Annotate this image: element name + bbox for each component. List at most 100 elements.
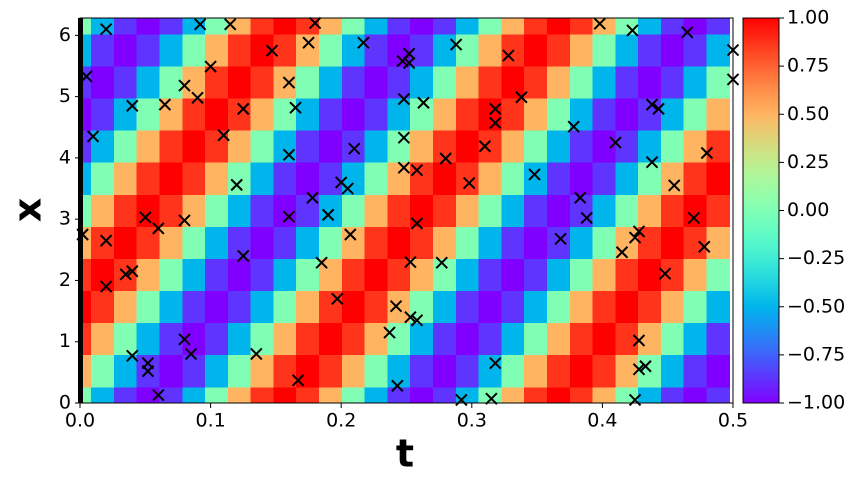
heatmap-cell xyxy=(205,194,229,227)
heatmap-cell xyxy=(592,97,616,131)
heatmap-cell xyxy=(113,129,138,163)
heatmap-cell xyxy=(319,162,343,195)
heatmap-cell xyxy=(341,194,366,227)
heatmap-cell xyxy=(615,65,639,99)
heatmap-cell xyxy=(80,226,92,259)
scatter-marker xyxy=(193,18,207,31)
scatter-marker xyxy=(485,392,498,405)
heatmap-cell xyxy=(660,354,685,388)
heatmap-cell xyxy=(615,97,639,131)
scatter-marker xyxy=(291,374,305,387)
heatmap-cell xyxy=(296,65,320,99)
scatter-marker xyxy=(700,146,714,160)
scatter-marker xyxy=(626,24,639,37)
heatmap-cell xyxy=(546,162,571,195)
heatmap-cell xyxy=(501,258,525,292)
heatmap-cell xyxy=(683,322,708,356)
heatmap-cell xyxy=(80,258,92,292)
heatmap-cell xyxy=(683,97,708,131)
heatmap-cell xyxy=(683,129,708,163)
scatter-marker xyxy=(593,17,606,30)
scatter-marker xyxy=(449,38,463,51)
x-tick-label: 0.2 xyxy=(326,410,356,432)
heatmap-cell xyxy=(638,226,662,259)
scatter-marker xyxy=(152,222,165,235)
heatmap-cell xyxy=(319,290,343,324)
heatmap-cell xyxy=(638,322,662,356)
heatmap-cell xyxy=(569,354,594,388)
scatter-marker xyxy=(391,379,404,393)
scatter-marker xyxy=(348,142,361,155)
heatmap-cell xyxy=(273,162,297,195)
heatmap-cell xyxy=(296,129,320,163)
heatmap-cell xyxy=(159,226,183,259)
scatter-marker xyxy=(645,98,659,111)
scatter-marker xyxy=(383,326,396,339)
heatmap-cell xyxy=(501,386,525,403)
heatmap-cell xyxy=(182,162,206,195)
x-axis-label: t xyxy=(396,432,414,476)
heatmap-cell xyxy=(592,162,616,195)
heatmap-cell xyxy=(546,129,571,163)
scatter-marker xyxy=(250,347,263,361)
scatter-marker xyxy=(639,360,652,373)
heatmap-cell xyxy=(136,18,161,35)
heatmap-cell xyxy=(433,18,457,35)
scatter-marker xyxy=(321,208,335,222)
heatmap-cell xyxy=(205,322,229,356)
heatmap-cell xyxy=(501,226,525,259)
y-tick-label: 3 xyxy=(59,208,71,230)
heatmap-cell xyxy=(592,194,616,227)
heatmap-cell xyxy=(80,18,92,35)
heatmap-cell xyxy=(638,194,662,227)
scatter-marker xyxy=(99,23,113,36)
scatter-marker xyxy=(315,256,328,269)
heatmap-cell xyxy=(387,18,411,35)
heatmap-cell xyxy=(319,33,343,67)
heatmap-cell xyxy=(706,18,730,35)
heatmap-cell xyxy=(91,65,115,99)
y-tick-label: 0 xyxy=(59,392,71,414)
heatmap-cell xyxy=(660,65,685,99)
scatter-marker xyxy=(152,388,165,402)
heatmap-cell xyxy=(524,290,548,324)
heatmap-cell xyxy=(569,129,594,163)
heatmap-cell xyxy=(524,129,548,163)
heatmap-cell xyxy=(296,258,320,292)
heatmap-cell xyxy=(227,194,252,227)
heatmap-cell xyxy=(546,194,571,227)
heatmap-cell xyxy=(319,226,343,259)
heatmap-cell xyxy=(569,226,594,259)
heatmap-cell xyxy=(227,129,252,163)
heatmap-cell xyxy=(273,354,297,388)
heatmap-cell xyxy=(80,97,92,131)
heatmap-cell xyxy=(546,33,571,67)
scatter-marker xyxy=(554,232,567,245)
heatmap-cell xyxy=(205,258,229,292)
heatmap-cell xyxy=(273,226,297,259)
heatmap-cell xyxy=(341,129,366,163)
scatter-marker xyxy=(462,176,476,190)
scatter-marker xyxy=(489,356,502,370)
heatmap-cell xyxy=(501,129,525,163)
heatmap-cell xyxy=(478,258,503,292)
scatter-marker xyxy=(628,231,642,244)
y-tick-label: 5 xyxy=(59,85,71,107)
scatter-marker xyxy=(658,267,672,280)
heatmap-cell xyxy=(159,33,183,67)
heatmap-cell xyxy=(364,18,388,35)
x-tick-label: 0.5 xyxy=(718,410,748,432)
scatter-marker xyxy=(397,92,411,106)
heatmap-cell xyxy=(341,290,366,324)
heatmap-cell xyxy=(706,322,730,356)
plot-frame xyxy=(79,17,734,404)
heatmap-cell xyxy=(546,386,571,403)
heatmap-cell xyxy=(683,194,708,227)
heatmap-cell xyxy=(638,65,662,99)
heatmap-cell xyxy=(319,354,343,388)
heatmap-cell xyxy=(387,194,411,227)
heatmap-cell xyxy=(296,386,320,403)
heatmap-cell xyxy=(592,258,616,292)
colorbar-tick-label: −0.50 xyxy=(787,295,845,317)
heatmap-cell xyxy=(592,386,616,403)
